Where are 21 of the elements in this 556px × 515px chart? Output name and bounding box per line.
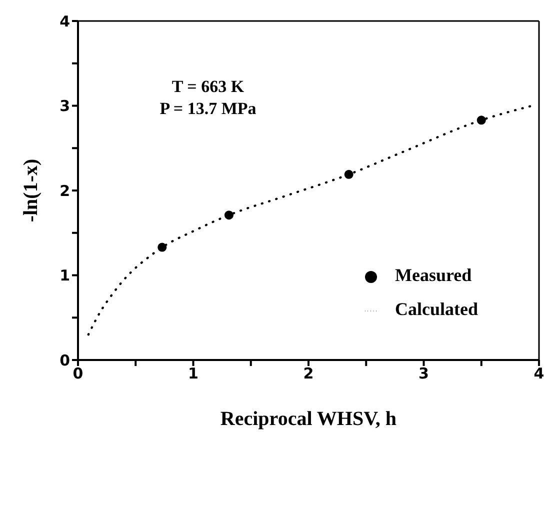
x-tick-label: 3: [418, 364, 429, 383]
y-tick-label: 1: [60, 266, 70, 285]
x-tick-label: 4: [534, 364, 544, 383]
x-tick-label: 0: [72, 364, 84, 383]
y-tick-label: 0: [60, 351, 70, 370]
x-tick-label: 1: [188, 364, 198, 383]
y-tick-label: 2: [60, 182, 70, 200]
legend-label: Measured: [395, 265, 472, 285]
annotation: T = 663 K: [170, 76, 246, 98]
point: [158, 242, 167, 252]
y-tick-label: 3: [60, 97, 70, 116]
x-axis-title: Reciprocal WHSV, h: [220, 408, 397, 430]
y-axis-title: -ln(1-x): [20, 158, 42, 222]
point: [344, 170, 354, 179]
annotation: P = 13.7 MPa: [158, 98, 258, 120]
point: [476, 116, 486, 125]
legend-label: Calculated: [395, 299, 478, 319]
x-tick-label: 2: [303, 364, 314, 383]
line-series: [87, 104, 534, 336]
y-tick-label: 4: [60, 12, 70, 30]
point: [224, 210, 234, 220]
